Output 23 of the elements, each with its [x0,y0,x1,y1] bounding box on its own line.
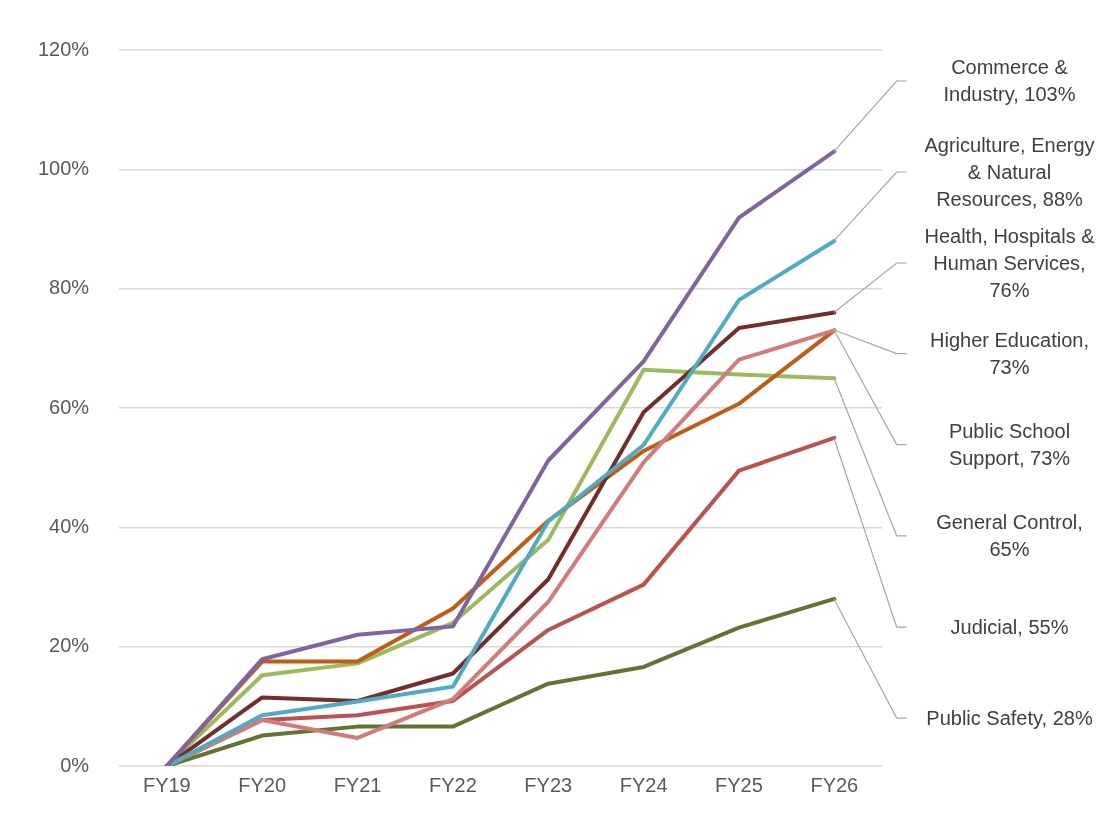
text: Higher Education, 73% [929,328,1090,380]
text: Health, Hospitals & Human Services, 76% [923,223,1096,303]
y-tick-label: 60% [49,395,90,418]
x-tick-label: FY20 [238,773,287,796]
y-tick-label: 0% [60,753,90,776]
y-tick-label: 40% [49,514,90,537]
x-tick-label: FY22 [428,773,477,796]
x-tick-label: FY21 [333,773,382,796]
text: Public Safety, 28% [925,705,1094,731]
x-tick-label: FY26 [810,773,859,796]
y-tick-label: 80% [49,276,90,299]
text: Judicial, 55% [949,614,1070,640]
text: Agriculture, Energy & Natural Resources, 88% [923,132,1096,212]
x-tick-label: FY23 [524,773,573,796]
y-tick-label: 120% [38,37,90,60]
text: General Control, 65% [935,510,1084,562]
x-tick-label: FY24 [619,773,668,796]
y-tick-label: 20% [49,634,90,657]
x-tick-label: FY25 [715,773,763,796]
y-tick-label: 100% [38,156,90,179]
text: Commerce & Industry, 103% [942,55,1077,107]
x-tick-label: FY19 [142,773,191,796]
text: Public School Support, 73% [947,419,1072,471]
